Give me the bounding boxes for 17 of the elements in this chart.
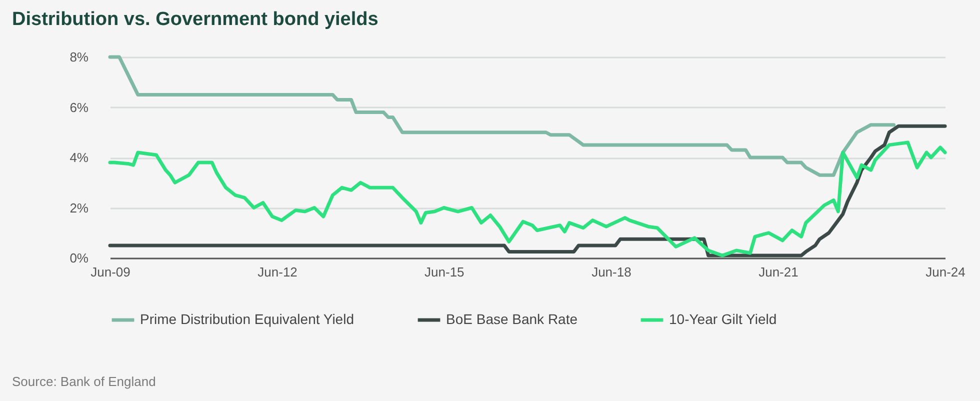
legend-label: 10-Year Gilt Yield [669, 311, 777, 327]
x-tick-label: Jun-12 [258, 264, 298, 280]
source-note: Source: Bank of England [12, 374, 156, 389]
line-series [108, 55, 896, 177]
y-tick-label: 4% [70, 150, 89, 165]
legend-label: Prime Distribution Equivalent Yield [140, 311, 354, 327]
y-tick-label: 6% [70, 100, 89, 115]
y-tick-label: 8% [70, 50, 89, 64]
x-tick-label: Jun-18 [592, 264, 632, 280]
x-tick-label: Jun-09 [90, 264, 130, 280]
x-tick-label: Jun-24 [926, 264, 966, 280]
x-tick-label: Jun-15 [424, 264, 464, 280]
y-tick-label: 0% [70, 250, 89, 266]
chart-title: Distribution vs. Government bond yields [12, 9, 378, 30]
y-tick-label: 2% [70, 200, 89, 216]
x-tick-label: Jun-21 [758, 264, 798, 280]
legend-label: BoE Base Bank Rate [446, 311, 578, 327]
